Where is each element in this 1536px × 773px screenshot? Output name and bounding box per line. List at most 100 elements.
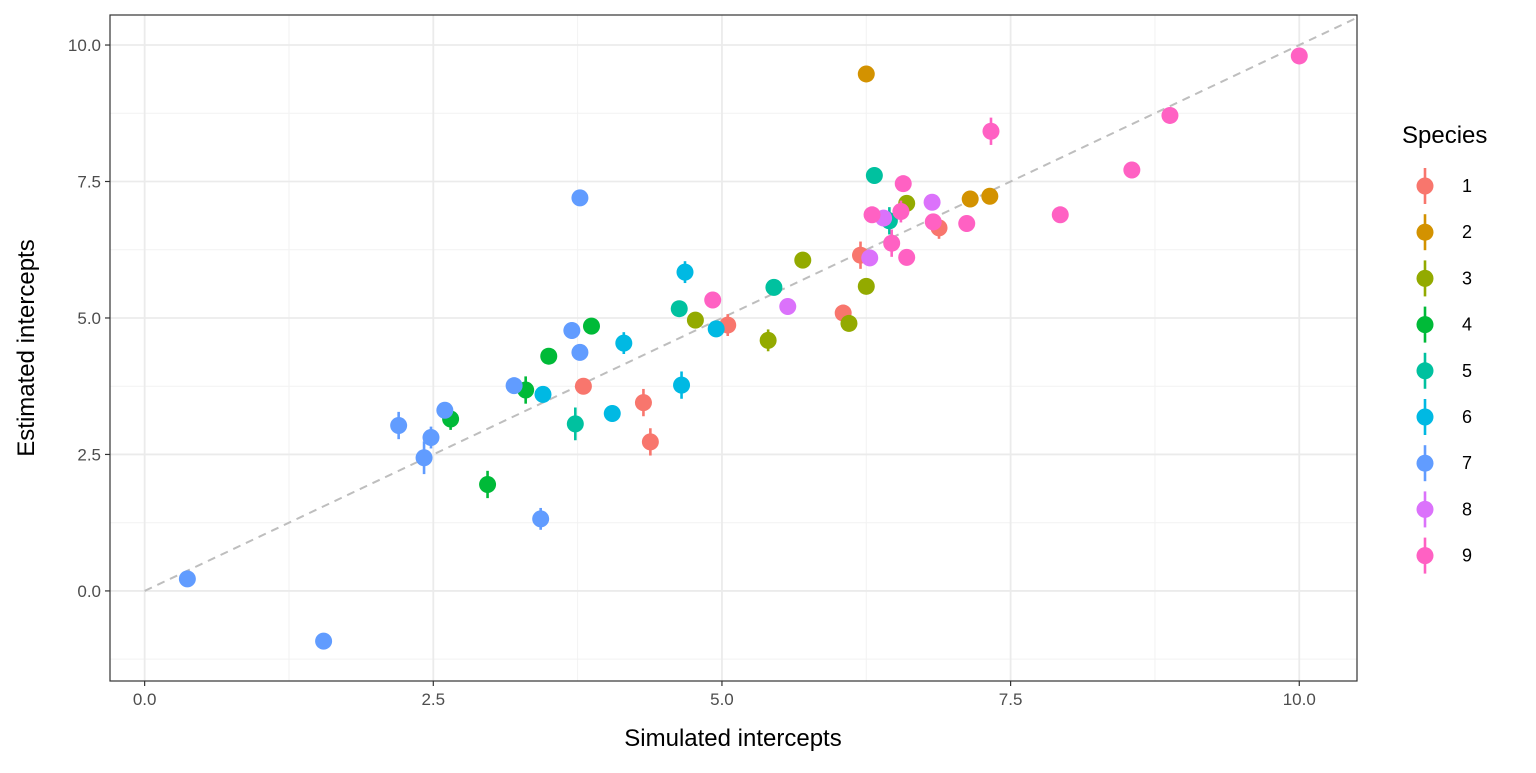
data-point xyxy=(794,251,812,269)
data-point xyxy=(670,300,688,318)
data-point xyxy=(571,343,589,361)
legend-item: 6 xyxy=(1416,399,1472,435)
data-point xyxy=(178,570,196,588)
y-tick-label: 0.0 xyxy=(77,582,101,601)
series-2 xyxy=(857,65,999,208)
data-point xyxy=(707,320,725,338)
legend-label: 5 xyxy=(1462,361,1472,381)
x-tick-label: 2.5 xyxy=(421,690,445,709)
data-point xyxy=(676,263,694,281)
x-tick-label: 10.0 xyxy=(1283,690,1316,709)
legend-label: 6 xyxy=(1462,407,1472,427)
data-point xyxy=(892,203,910,221)
plot-border xyxy=(109,14,1358,682)
data-point xyxy=(857,65,875,83)
data-point xyxy=(840,314,858,332)
data-point xyxy=(898,248,916,266)
data-point xyxy=(961,190,979,208)
legend-label: 4 xyxy=(1462,315,1472,335)
data-point xyxy=(863,206,881,224)
series-6 xyxy=(534,261,725,423)
legend-item: 9 xyxy=(1416,537,1472,574)
data-point xyxy=(686,311,704,329)
data-point xyxy=(958,215,976,233)
legend-key-point xyxy=(1416,269,1434,287)
series-7 xyxy=(178,189,589,650)
data-points xyxy=(178,47,1308,650)
legend-key-point xyxy=(1416,454,1434,472)
data-point xyxy=(582,317,600,335)
legend-key-point xyxy=(1416,316,1434,334)
legend-item: 7 xyxy=(1416,445,1472,482)
data-point xyxy=(641,433,659,451)
data-point xyxy=(857,277,875,295)
data-point xyxy=(924,213,942,231)
legend-item: 3 xyxy=(1416,260,1472,297)
data-point xyxy=(894,175,912,193)
legend-label: 1 xyxy=(1462,176,1472,196)
y-tick-label: 5.0 xyxy=(77,309,101,328)
y-tick-label: 10.0 xyxy=(68,36,101,55)
legend-key-point xyxy=(1416,547,1434,565)
data-point xyxy=(982,122,1000,140)
data-point xyxy=(981,187,999,205)
legend-label: 7 xyxy=(1462,453,1472,473)
data-point xyxy=(571,189,589,207)
data-point xyxy=(1161,106,1179,124)
data-point xyxy=(634,394,652,412)
legend-key-point xyxy=(1416,500,1434,518)
x-axis-title: Simulated intercepts xyxy=(624,725,841,752)
legend-label: 9 xyxy=(1462,546,1472,566)
y-axis: 0.0 2.5 5.0 7.5 10.0 xyxy=(68,36,110,601)
data-point xyxy=(779,298,797,316)
legend-item: 5 xyxy=(1416,352,1472,389)
legend-item: 4 xyxy=(1416,306,1472,343)
legend-label: 3 xyxy=(1462,268,1472,288)
data-point xyxy=(315,632,333,650)
data-point xyxy=(422,429,440,447)
legend-title: Species xyxy=(1402,122,1487,149)
data-point xyxy=(436,401,454,419)
y-axis-title: Estimated intercepts xyxy=(13,239,40,456)
data-point xyxy=(1290,47,1308,65)
data-point xyxy=(415,449,433,467)
data-point xyxy=(532,510,550,528)
legend-items: 1 2 3 4 5 6 7 8 9 xyxy=(1416,168,1472,574)
legend-item: 8 xyxy=(1416,491,1472,528)
legend-key-point xyxy=(1416,223,1434,241)
data-point xyxy=(615,334,633,352)
y-tick-label: 7.5 xyxy=(77,173,101,192)
plot-background xyxy=(110,15,1357,681)
data-point xyxy=(673,376,691,394)
data-point xyxy=(1123,161,1141,179)
data-point xyxy=(479,475,497,493)
legend: Species 1 2 3 4 5 6 7 8 9 xyxy=(1402,122,1487,574)
data-point xyxy=(865,166,883,184)
data-point xyxy=(765,278,783,296)
data-point xyxy=(603,405,621,423)
series-4 xyxy=(442,317,600,499)
x-tick-label: 0.0 xyxy=(133,690,157,709)
data-point xyxy=(505,377,523,395)
data-point xyxy=(574,377,592,395)
data-point xyxy=(566,415,584,433)
grid-major xyxy=(110,15,1357,681)
data-point xyxy=(883,234,901,252)
x-tick-label: 5.0 xyxy=(710,690,734,709)
x-axis: 0.0 2.5 5.0 7.5 10.0 xyxy=(133,681,1316,709)
legend-key-point xyxy=(1416,362,1434,380)
series-9 xyxy=(704,47,1308,309)
legend-label: 2 xyxy=(1462,222,1472,242)
legend-item: 1 xyxy=(1416,168,1472,204)
x-tick-label: 7.5 xyxy=(999,690,1023,709)
data-point xyxy=(1051,206,1069,224)
data-point xyxy=(540,347,558,365)
data-point xyxy=(861,249,879,267)
data-point xyxy=(390,417,408,435)
legend-item: 2 xyxy=(1416,214,1472,251)
data-point xyxy=(563,322,581,340)
legend-label: 8 xyxy=(1462,499,1472,519)
data-point xyxy=(704,291,722,309)
data-point xyxy=(923,193,941,211)
